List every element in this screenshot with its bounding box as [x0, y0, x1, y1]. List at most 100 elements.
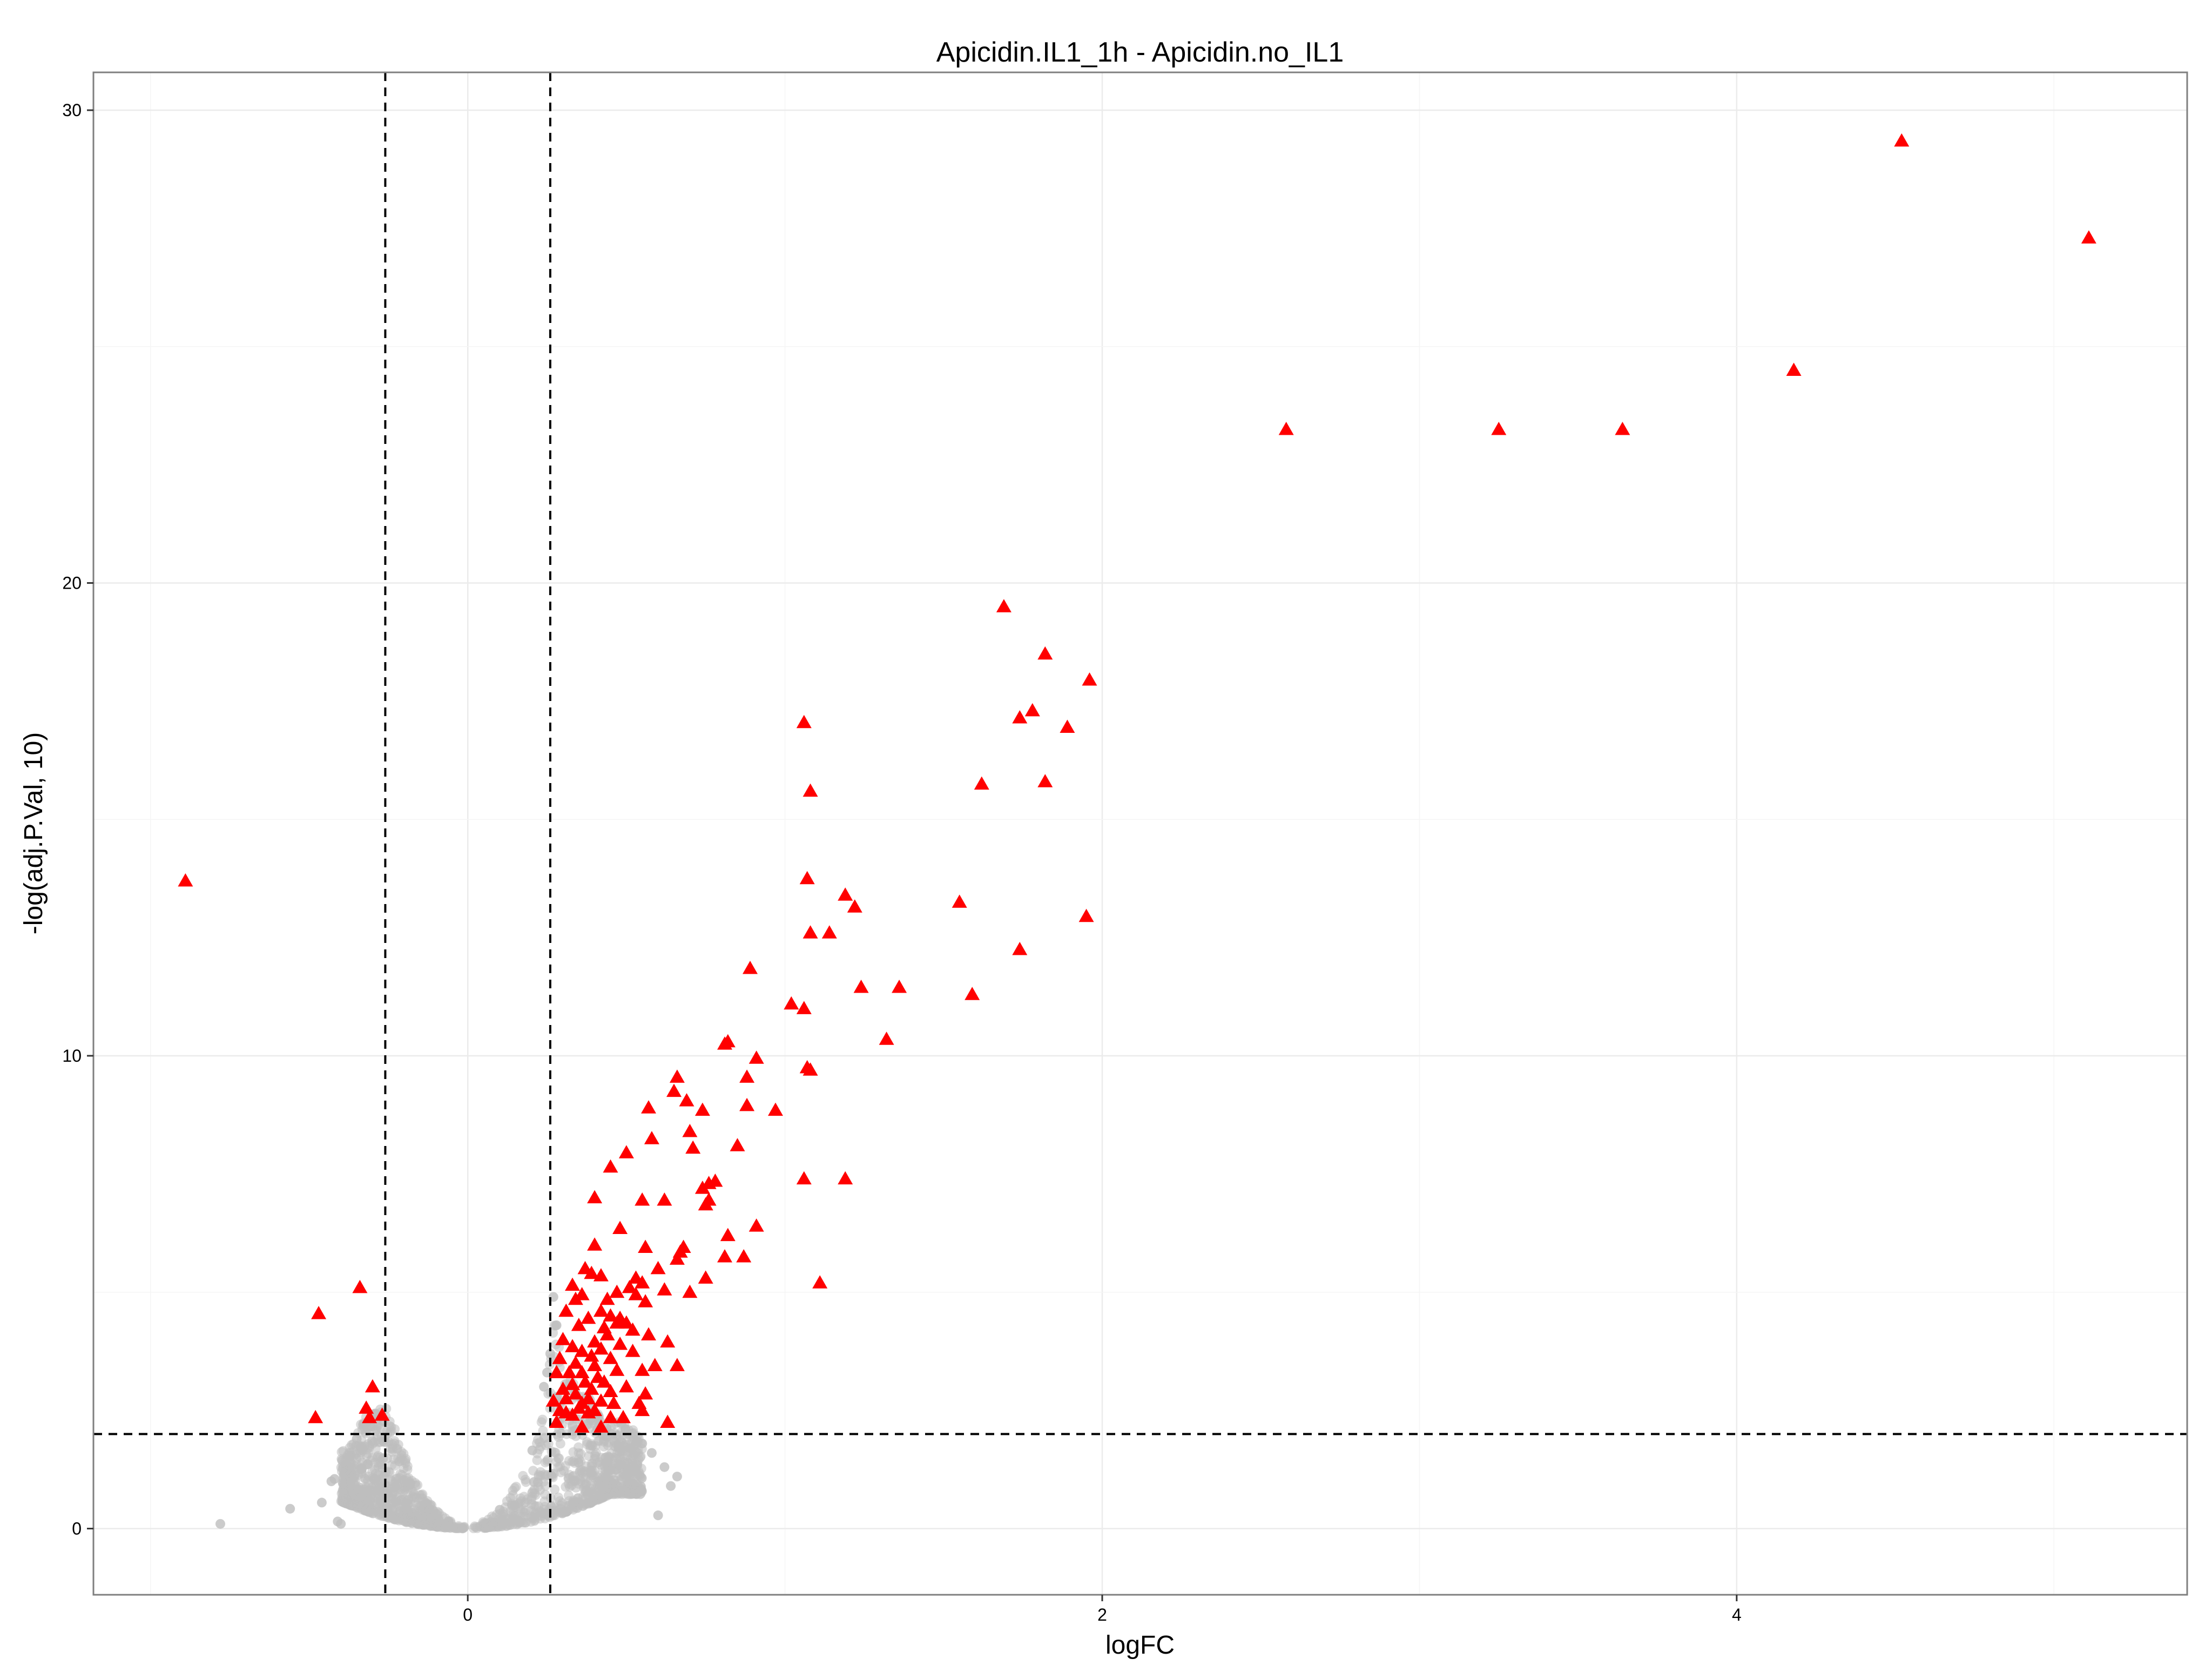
- data-point-significant: [587, 1358, 603, 1371]
- data-point-gray: [534, 1469, 544, 1480]
- data-point-gray: [362, 1492, 372, 1502]
- data-point-significant: [622, 1279, 637, 1293]
- data-point-gray: [355, 1452, 365, 1462]
- data-point-significant: [1060, 719, 1075, 733]
- data-point-significant: [748, 1218, 764, 1232]
- data-point-gray: [345, 1442, 355, 1453]
- data-point-significant: [362, 1410, 377, 1424]
- data-point-gray: [338, 1485, 348, 1495]
- data-point-gray: [376, 1495, 386, 1505]
- data-point-significant: [558, 1303, 574, 1317]
- data-point-gray: [487, 1519, 497, 1529]
- data-point-significant: [1037, 774, 1053, 787]
- data-point-significant: [603, 1308, 618, 1322]
- data-point-gray: [349, 1471, 359, 1481]
- data-point-significant: [587, 1334, 603, 1348]
- data-point-significant: [679, 1093, 694, 1107]
- data-point-gray: [510, 1483, 520, 1493]
- data-point-gray: [609, 1441, 619, 1451]
- data-point-gray: [625, 1443, 636, 1453]
- data-point-significant: [1037, 646, 1053, 660]
- data-point-gray: [554, 1492, 563, 1502]
- data-point-significant: [707, 1174, 723, 1187]
- data-point-gray: [601, 1458, 611, 1468]
- data-point-significant: [892, 980, 907, 993]
- data-point-gray: [585, 1475, 596, 1485]
- data-point-significant: [352, 1279, 368, 1293]
- data-point-gray: [584, 1451, 594, 1461]
- data-point-significant: [638, 1386, 653, 1400]
- data-point-gray: [599, 1441, 609, 1452]
- data-point-significant: [587, 1190, 603, 1204]
- data-point-gray: [510, 1514, 520, 1525]
- data-point-significant: [796, 1171, 812, 1185]
- data-point-significant: [584, 1265, 599, 1279]
- data-point-significant: [625, 1322, 640, 1336]
- data-point-gray: [411, 1480, 421, 1491]
- data-point-gray: [550, 1484, 560, 1494]
- data-point-significant: [549, 1365, 564, 1378]
- data-point-significant: [612, 1337, 628, 1350]
- data-point-gray: [628, 1429, 638, 1439]
- data-point-gray: [515, 1493, 525, 1504]
- data-point-gray: [581, 1467, 591, 1477]
- data-point-significant: [308, 1410, 323, 1424]
- data-point-significant: [1078, 908, 1094, 922]
- data-point-gray: [529, 1477, 539, 1487]
- y-axis-ticks: 0 10 20 30: [62, 100, 93, 1538]
- x-tick-label: 2: [1097, 1605, 1107, 1624]
- data-point-significant: [555, 1381, 571, 1395]
- data-point-significant: [311, 1306, 327, 1319]
- data-point-significant: [581, 1405, 596, 1419]
- data-point-significant: [374, 1407, 390, 1421]
- data-point-significant: [574, 1344, 590, 1357]
- data-point-gray: [594, 1486, 604, 1495]
- data-point-gray: [576, 1449, 586, 1459]
- data-point-gray: [527, 1494, 537, 1505]
- data-point-significant: [641, 1327, 656, 1340]
- data-point-significant: [784, 996, 799, 1010]
- data-point-gray: [353, 1485, 363, 1495]
- data-point-gray: [521, 1477, 531, 1487]
- data-point-significant: [660, 1334, 676, 1348]
- data-point-significant: [606, 1395, 622, 1409]
- data-point-gray: [359, 1473, 369, 1483]
- data-point-significant: [581, 1310, 596, 1324]
- data-point-gray: [399, 1486, 409, 1496]
- data-point-significant: [796, 714, 812, 729]
- data-point-significant: [952, 894, 967, 908]
- data-point-gray: [659, 1462, 670, 1472]
- data-point-gray: [615, 1453, 625, 1463]
- data-point-significant: [660, 1414, 676, 1428]
- data-point-gray: [565, 1482, 575, 1492]
- data-point-significant: [701, 1192, 717, 1206]
- data-point-gray: [564, 1473, 574, 1483]
- data-point-significant: [552, 1403, 568, 1417]
- data-point-significant: [802, 925, 818, 939]
- data-point-significant: [545, 1393, 561, 1407]
- data-point-significant: [603, 1159, 618, 1173]
- data-point-significant: [593, 1393, 609, 1407]
- data-point-significant: [574, 1365, 590, 1378]
- data-point-significant: [669, 1251, 685, 1265]
- data-point-significant: [584, 1381, 599, 1395]
- data-point-significant: [1278, 422, 1294, 435]
- data-point-gray: [495, 1505, 505, 1515]
- y-tick-label: 10: [62, 1046, 82, 1066]
- data-point-gray: [352, 1434, 362, 1444]
- data-point-gray: [540, 1489, 550, 1500]
- data-point-gray: [581, 1499, 591, 1509]
- data-point-gray: [588, 1459, 598, 1469]
- data-point-significant: [616, 1410, 631, 1424]
- data-point-significant: [853, 980, 869, 993]
- data-point-significant: [641, 1100, 656, 1114]
- data-point-significant: [587, 1237, 603, 1251]
- data-point-significant: [669, 1358, 685, 1371]
- data-point-gray: [399, 1494, 409, 1504]
- data-point-gray: [568, 1495, 578, 1506]
- data-point-significant: [565, 1277, 580, 1291]
- data-point-significant: [698, 1270, 713, 1284]
- data-point-significant: [565, 1377, 580, 1390]
- data-point-gray: [646, 1448, 657, 1458]
